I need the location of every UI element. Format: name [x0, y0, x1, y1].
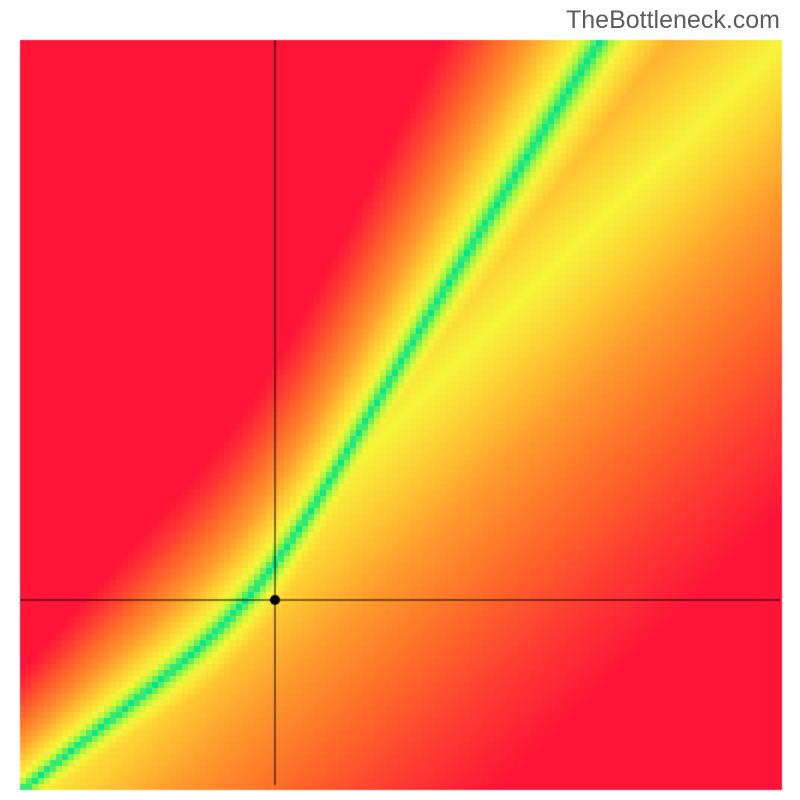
- watermark: TheBottleneck.com: [566, 6, 780, 35]
- chart-container: TheBottleneck.com: [0, 0, 800, 800]
- bottleneck-heatmap: [0, 0, 800, 800]
